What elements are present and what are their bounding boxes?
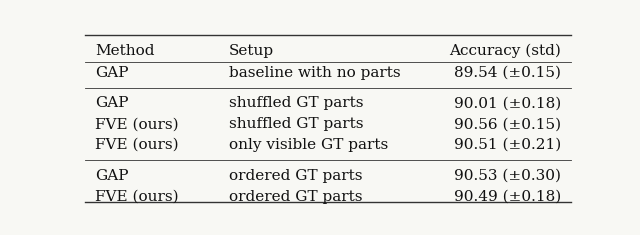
Text: 90.01 (±0.18): 90.01 (±0.18) (454, 96, 561, 110)
Text: ordered GT parts: ordered GT parts (229, 169, 362, 183)
Text: 90.53 (±0.30): 90.53 (±0.30) (454, 169, 561, 183)
Text: shuffled GT parts: shuffled GT parts (229, 117, 364, 131)
Text: GAP: GAP (95, 66, 129, 80)
Text: GAP: GAP (95, 169, 129, 183)
Text: GAP: GAP (95, 96, 129, 110)
Text: 89.54 (±0.15): 89.54 (±0.15) (454, 66, 561, 80)
Text: ordered GT parts: ordered GT parts (229, 190, 362, 204)
Text: shuffled GT parts: shuffled GT parts (229, 96, 364, 110)
Text: Method: Method (95, 44, 154, 58)
Text: FVE (ours): FVE (ours) (95, 190, 179, 204)
Text: FVE (ours): FVE (ours) (95, 117, 179, 131)
Text: Setup: Setup (229, 44, 274, 58)
Text: 90.49 (±0.18): 90.49 (±0.18) (454, 190, 561, 204)
Text: baseline with no parts: baseline with no parts (229, 66, 401, 80)
Text: only visible GT parts: only visible GT parts (229, 138, 388, 152)
Text: Accuracy (std): Accuracy (std) (449, 44, 561, 58)
Text: 90.56 (±0.15): 90.56 (±0.15) (454, 117, 561, 131)
Text: 90.51 (±0.21): 90.51 (±0.21) (454, 138, 561, 152)
Text: FVE (ours): FVE (ours) (95, 138, 179, 152)
